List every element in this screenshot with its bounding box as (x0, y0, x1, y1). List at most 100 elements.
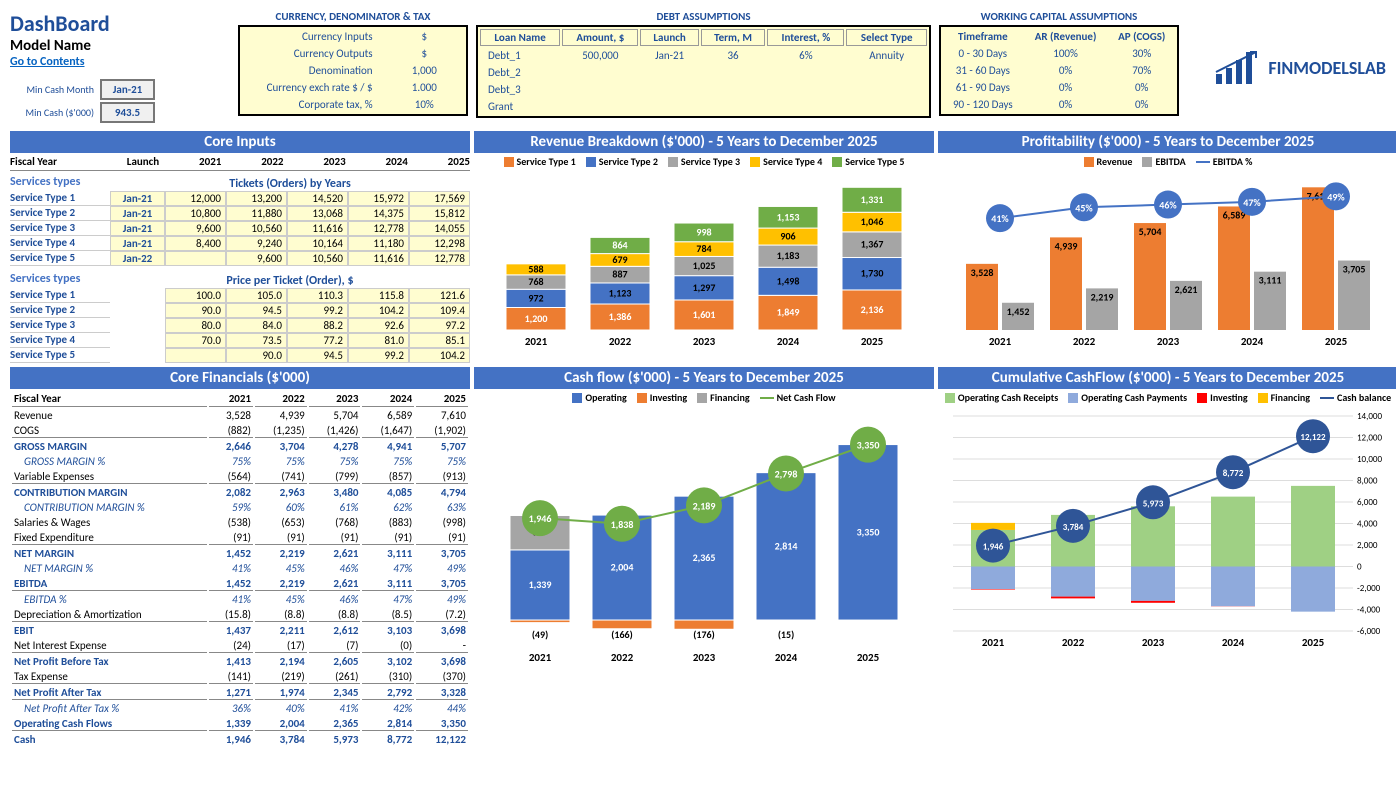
min-cash-amt-value: 943.5 (100, 102, 155, 123)
service-name: Service Type 4 (10, 236, 110, 251)
cumcash-legend: Operating Cash Receipts Operating Cash P… (938, 389, 1396, 406)
fin-value: 1,974 (255, 686, 307, 700)
ticket-value[interactable]: 11,180 (348, 236, 409, 251)
price-value[interactable]: 99.2 (287, 303, 348, 318)
price-value[interactable]: 94.5 (287, 348, 348, 363)
ticket-value[interactable]: 14,520 (287, 191, 348, 206)
price-value[interactable]: 104.2 (409, 348, 470, 363)
ticket-value[interactable]: 9,240 (226, 236, 287, 251)
fin-label: Revenue (12, 409, 207, 422)
revenue-chart: 1,20097276858820211,3861,123887679864202… (474, 170, 934, 350)
services-types-label-2: Services types (10, 272, 110, 288)
currency-value[interactable]: 10% (385, 97, 464, 112)
price-value[interactable]: 90.0 (226, 348, 287, 363)
svg-text:2024: 2024 (775, 651, 798, 664)
fin-value: (538) (209, 516, 253, 529)
price-value[interactable]: 92.6 (348, 318, 409, 333)
ticket-value[interactable]: 15,812 (409, 206, 470, 221)
fin-value: 2,612 (309, 624, 361, 637)
legend-ebitda: EBITDA (1155, 155, 1185, 168)
service-launch[interactable]: Jan-21 (110, 236, 165, 251)
fin-value: (24) (209, 639, 253, 653)
ticket-value[interactable]: 15,972 (348, 191, 409, 206)
svg-text:41%: 41% (991, 212, 1009, 225)
ticket-value[interactable]: 11,616 (348, 251, 409, 266)
fin-value: 42% (362, 702, 414, 715)
service-launch[interactable]: Jan-21 (110, 221, 165, 236)
fin-value: (882) (209, 424, 253, 438)
price-value[interactable]: 100.0 (165, 288, 226, 303)
price-value[interactable]: 104.2 (348, 303, 409, 318)
fin-row: Tax Expense(141)(219)(261)(310)(370) (12, 670, 468, 684)
ticket-value[interactable]: 13,068 (287, 206, 348, 221)
price-value[interactable]: 73.5 (226, 333, 287, 348)
fin-value: 2,082 (209, 486, 253, 499)
svg-text:2024: 2024 (1222, 636, 1245, 649)
ticket-value[interactable]: 12,298 (409, 236, 470, 251)
ticket-value[interactable]: 9,600 (165, 221, 226, 236)
ticket-value[interactable]: 10,560 (287, 251, 348, 266)
fin-value: (768) (309, 516, 361, 529)
price-value[interactable]: 109.4 (409, 303, 470, 318)
price-value[interactable]: 70.0 (165, 333, 226, 348)
price-value[interactable]: 121.6 (409, 288, 470, 303)
price-value[interactable] (165, 348, 226, 363)
cumcash-banner: Cumulative CashFlow ($'000) - 5 Years to… (938, 367, 1396, 389)
ticket-value[interactable]: 12,778 (409, 251, 470, 266)
price-value[interactable]: 85.1 (409, 333, 470, 348)
ticket-value[interactable]: 8,400 (165, 236, 226, 251)
ticket-value[interactable]: 10,164 (287, 236, 348, 251)
ticket-value[interactable]: 10,800 (165, 206, 226, 221)
fin-value: 46% (309, 562, 361, 575)
price-value[interactable]: 99.2 (348, 348, 409, 363)
service-launch[interactable]: Jan-22 (110, 251, 165, 266)
ticket-value[interactable]: 13,200 (226, 191, 287, 206)
ticket-value[interactable]: 11,616 (287, 221, 348, 236)
svg-text:2025: 2025 (861, 335, 884, 348)
ticket-value[interactable] (165, 251, 226, 266)
price-value[interactable]: 94.5 (226, 303, 287, 318)
fin-value: 3,784 (255, 733, 307, 746)
fin-value: 4,794 (416, 486, 468, 499)
ticket-value[interactable]: 12,778 (348, 221, 409, 236)
svg-text:46%: 46% (1159, 199, 1177, 212)
fin-value: (91) (309, 531, 361, 545)
price-row: Service Type 470.073.577.281.085.1 (10, 333, 470, 348)
ticket-value[interactable]: 11,880 (226, 206, 287, 221)
price-value[interactable]: 115.8 (348, 288, 409, 303)
price-value[interactable]: 97.2 (409, 318, 470, 333)
price-value[interactable]: 77.2 (287, 333, 348, 348)
fin-value: 62% (362, 501, 414, 514)
ticket-value[interactable]: 14,375 (348, 206, 409, 221)
ticket-value[interactable]: 10,560 (226, 221, 287, 236)
ticket-value[interactable]: 14,055 (409, 221, 470, 236)
price-value[interactable]: 90.0 (165, 303, 226, 318)
ticket-value[interactable]: 12,000 (165, 191, 226, 206)
fin-value: 59% (209, 501, 253, 514)
price-value[interactable]: 105.0 (226, 288, 287, 303)
service-launch[interactable]: Jan-21 (110, 191, 165, 206)
fin-value: (91) (209, 531, 253, 545)
fin-value: 46% (309, 593, 361, 606)
service-name: Service Type 3 (10, 318, 110, 333)
price-value[interactable]: 110.3 (287, 288, 348, 303)
price-value[interactable]: 80.0 (165, 318, 226, 333)
year-2022: 2022 (221, 155, 283, 168)
fin-row: COGS(882)(1,235)(1,426)(1,647)(1,902) (12, 424, 468, 438)
currency-value[interactable]: 1.000 (385, 80, 464, 95)
go-to-contents-link[interactable]: Go to Contents (10, 55, 84, 69)
fin-value: (261) (309, 670, 361, 684)
currency-value[interactable]: 1,000 (385, 63, 464, 78)
currency-value[interactable]: $ (385, 46, 464, 61)
price-value[interactable]: 81.0 (348, 333, 409, 348)
ticket-value[interactable]: 17,569 (409, 191, 470, 206)
fin-value: 8,772 (362, 733, 414, 746)
price-value[interactable]: 84.0 (226, 318, 287, 333)
ticket-value[interactable]: 9,600 (226, 251, 287, 266)
service-launch[interactable]: Jan-21 (110, 206, 165, 221)
svg-text:12,122: 12,122 (1300, 432, 1326, 443)
currency-value[interactable]: $ (385, 29, 464, 44)
fin-label: Operating Cash Flows (12, 717, 207, 731)
price-value[interactable]: 88.2 (287, 318, 348, 333)
fin-value: 2,004 (255, 717, 307, 731)
